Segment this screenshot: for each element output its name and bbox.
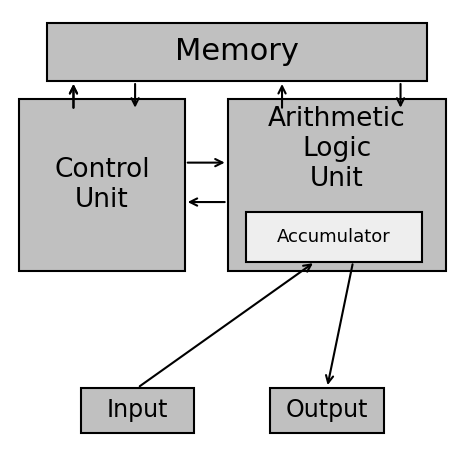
- Text: Output: Output: [286, 398, 368, 423]
- FancyBboxPatch shape: [47, 23, 427, 81]
- Text: Input: Input: [107, 398, 168, 423]
- FancyBboxPatch shape: [81, 388, 194, 433]
- Text: Accumulator: Accumulator: [277, 228, 391, 246]
- Text: Arithmetic
Logic
Unit: Arithmetic Logic Unit: [268, 106, 405, 192]
- Text: Memory: Memory: [175, 37, 299, 66]
- FancyBboxPatch shape: [228, 99, 446, 271]
- FancyBboxPatch shape: [270, 388, 384, 433]
- Text: Control
Unit: Control Unit: [54, 157, 150, 213]
- FancyBboxPatch shape: [246, 212, 422, 262]
- FancyBboxPatch shape: [19, 99, 185, 271]
